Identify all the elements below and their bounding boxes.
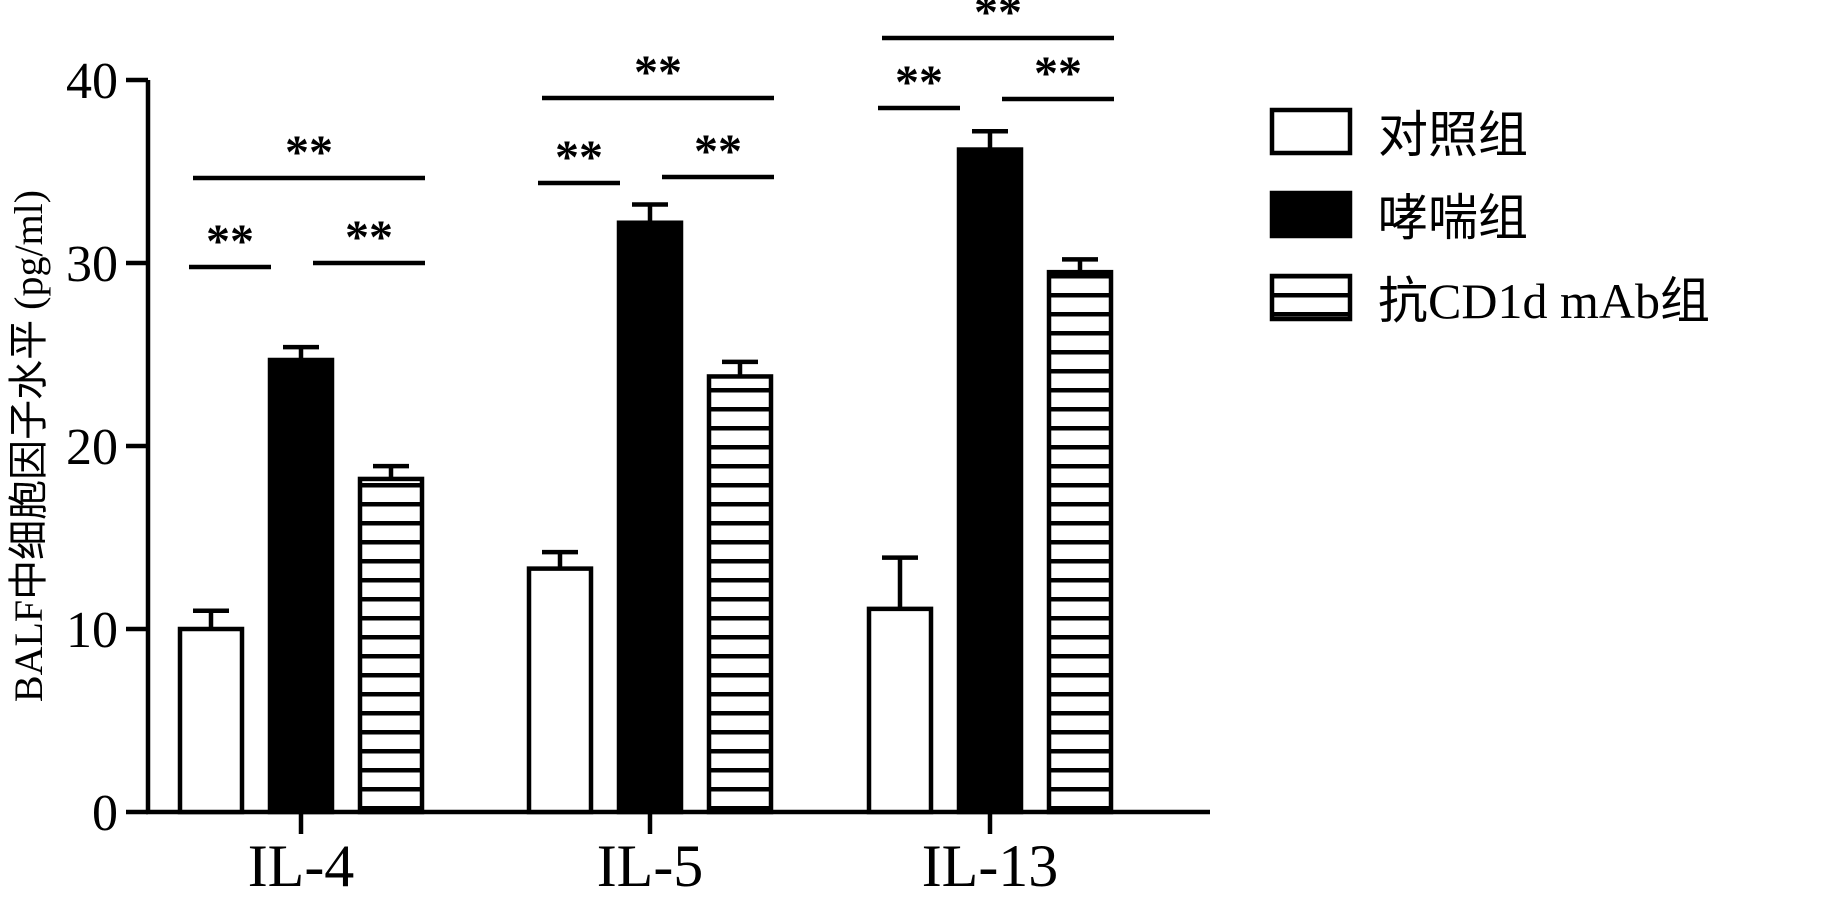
legend-label-anti-cd1d: 抗CD1d mAb组 bbox=[1378, 273, 1710, 329]
y-axis-title: BALF中细胞因子水平 (pg/ml) bbox=[6, 190, 51, 702]
legend-label-control: 对照组 bbox=[1378, 107, 1528, 163]
significance-label: ** bbox=[634, 46, 682, 99]
bars bbox=[177, 128, 1114, 815]
significance-label: ** bbox=[895, 56, 943, 109]
category-label-il-13: IL-13 bbox=[922, 833, 1059, 898]
category-label-il-5: IL-5 bbox=[597, 833, 704, 898]
significance-label: ** bbox=[555, 131, 603, 184]
significance-label: ** bbox=[206, 215, 254, 268]
bar-asthma-il-4 bbox=[267, 357, 335, 815]
bar-anti-cd1d-il-4 bbox=[357, 476, 425, 815]
bar-control-il-5 bbox=[526, 566, 594, 815]
legend: 对照组 哮喘组 抗CD1d mAb组 bbox=[1269, 107, 1710, 329]
y-ticks: 0 10 20 30 40 bbox=[66, 53, 148, 842]
significance-label: ** bbox=[1034, 47, 1082, 100]
y-tick-label: 10 bbox=[66, 602, 118, 659]
significance-label: ** bbox=[694, 125, 742, 178]
y-tick-label: 30 bbox=[66, 236, 118, 293]
legend-swatch-asthma bbox=[1269, 190, 1353, 239]
bar-control-il-4 bbox=[177, 626, 245, 815]
y-tick-label: 20 bbox=[66, 419, 118, 476]
x-category-labels: IL-4 IL-5 IL-13 bbox=[248, 812, 1059, 898]
bar-asthma-il-13 bbox=[956, 147, 1024, 815]
significance-label: ** bbox=[974, 0, 1022, 39]
significance-label: ** bbox=[345, 211, 393, 264]
legend-swatch-control bbox=[1269, 107, 1353, 156]
bar-control-il-13 bbox=[866, 606, 934, 815]
category-label-il-4: IL-4 bbox=[248, 833, 355, 898]
bar-anti-cd1d-il-13 bbox=[1046, 269, 1114, 815]
legend-swatch-anti-cd1d bbox=[1269, 273, 1353, 322]
y-tick-label: 0 bbox=[92, 785, 118, 842]
significance-brackets: ** **** ** **** ** **** bbox=[189, 0, 1114, 270]
bar-anti-cd1d-il-5 bbox=[706, 374, 774, 815]
legend-label-asthma: 哮喘组 bbox=[1378, 190, 1528, 246]
significance-label: ** bbox=[285, 126, 333, 179]
y-tick-label: 40 bbox=[66, 53, 118, 110]
bar-asthma-il-5 bbox=[616, 220, 684, 815]
